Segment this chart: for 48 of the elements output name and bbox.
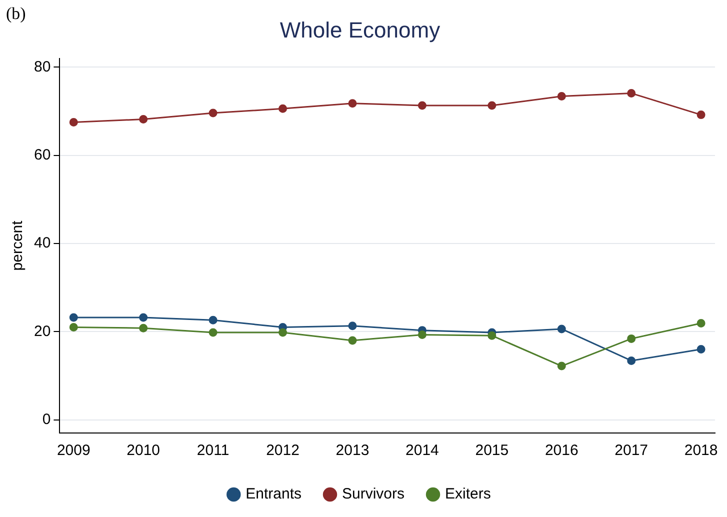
legend-label: Survivors bbox=[342, 486, 405, 503]
point bbox=[696, 345, 706, 354]
point bbox=[488, 101, 496, 110]
x-tick-label: 2009 bbox=[56, 442, 90, 460]
point bbox=[278, 328, 288, 337]
point bbox=[696, 110, 706, 120]
x-tick-label: 2016 bbox=[544, 442, 578, 460]
x-tick-label: 2013 bbox=[336, 442, 370, 460]
legend-label: Exiters bbox=[445, 486, 491, 503]
point bbox=[208, 328, 218, 337]
text: (b) bbox=[6, 4, 26, 24]
point bbox=[557, 362, 566, 370]
y-tick-label: 0 bbox=[42, 410, 51, 428]
point bbox=[418, 330, 426, 339]
legend-label: Entrants bbox=[246, 486, 302, 503]
point bbox=[139, 313, 148, 322]
point bbox=[208, 108, 218, 118]
point bbox=[418, 101, 426, 110]
chart-title: Whole Economy bbox=[280, 17, 440, 42]
point bbox=[348, 99, 357, 108]
point bbox=[139, 114, 148, 124]
point bbox=[69, 322, 78, 332]
point bbox=[208, 316, 218, 324]
point bbox=[557, 324, 566, 334]
point bbox=[69, 118, 78, 127]
y-tick-label: 60 bbox=[34, 146, 51, 164]
point bbox=[696, 319, 706, 328]
point bbox=[278, 104, 288, 113]
x-tick-label: 2014 bbox=[406, 442, 439, 460]
point bbox=[627, 356, 636, 365]
x-tick-label: 2010 bbox=[126, 442, 160, 460]
point bbox=[69, 313, 78, 322]
point bbox=[348, 336, 357, 345]
y-tick-label: 80 bbox=[34, 58, 51, 76]
point bbox=[557, 92, 566, 101]
x-tick-label: 2015 bbox=[475, 442, 509, 460]
point bbox=[627, 88, 636, 98]
y-axis-title: percent bbox=[9, 220, 26, 271]
point bbox=[488, 331, 496, 340]
point bbox=[139, 324, 148, 332]
x-tick-label: 2012 bbox=[266, 442, 300, 460]
point bbox=[627, 334, 636, 343]
point bbox=[348, 322, 357, 330]
x-tick-label: 2017 bbox=[614, 442, 648, 460]
y-tick-label: 40 bbox=[34, 234, 51, 252]
x-tick-label: 2011 bbox=[196, 442, 230, 460]
y-tick-label: 20 bbox=[34, 322, 51, 340]
x-tick-label: 2018 bbox=[684, 442, 718, 460]
